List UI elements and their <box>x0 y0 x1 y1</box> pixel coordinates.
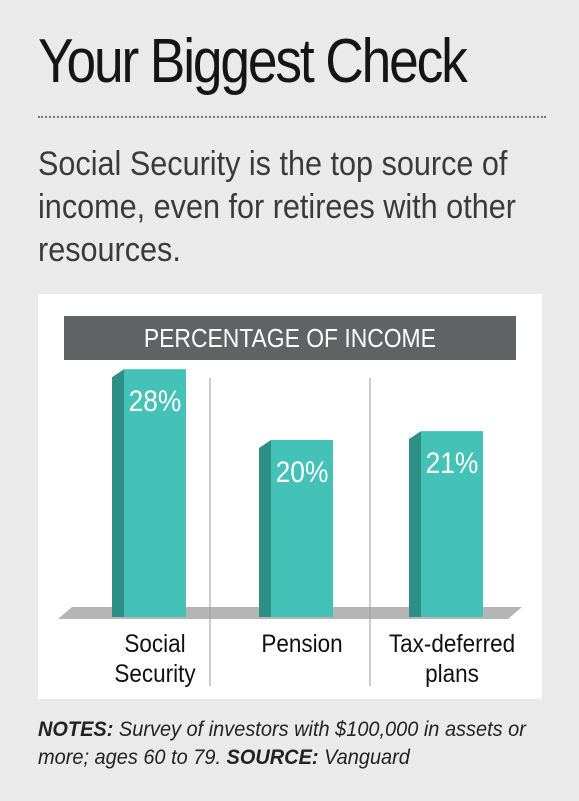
category-label: Security <box>114 660 195 688</box>
notes-label: NOTES: <box>38 718 114 741</box>
notes: NOTES: Survey of investors with $100,000… <box>38 716 532 772</box>
bar-side <box>112 369 124 617</box>
data-label: 28% <box>129 384 182 418</box>
dotted-divider <box>38 116 546 118</box>
bar <box>271 440 333 617</box>
category-label: plans <box>425 660 479 688</box>
chart-title-text: PERCENTAGE OF INCOME <box>144 323 436 353</box>
page-subtitle: Social Security is the top source of inc… <box>38 145 516 269</box>
page-title: Your Biggest Check <box>38 27 468 96</box>
source-text: Vanguard <box>318 746 410 769</box>
notes-text: Survey of investors with $100,000 in ass… <box>38 718 526 769</box>
chart-title: PERCENTAGE OF INCOME <box>64 316 516 360</box>
category-label: Tax-deferred <box>389 630 515 658</box>
bar-side <box>409 431 421 617</box>
category-label: Pension <box>261 630 342 658</box>
bar <box>124 369 186 617</box>
chart-panel: PERCENTAGE OF INCOME 28% Social Security 20… <box>38 294 542 699</box>
source-label: SOURCE: <box>226 746 319 769</box>
data-label: 20% <box>276 454 329 488</box>
bar <box>421 431 483 617</box>
bar-side <box>259 440 271 617</box>
category-label: Social <box>124 630 185 658</box>
data-label: 21% <box>426 446 479 480</box>
